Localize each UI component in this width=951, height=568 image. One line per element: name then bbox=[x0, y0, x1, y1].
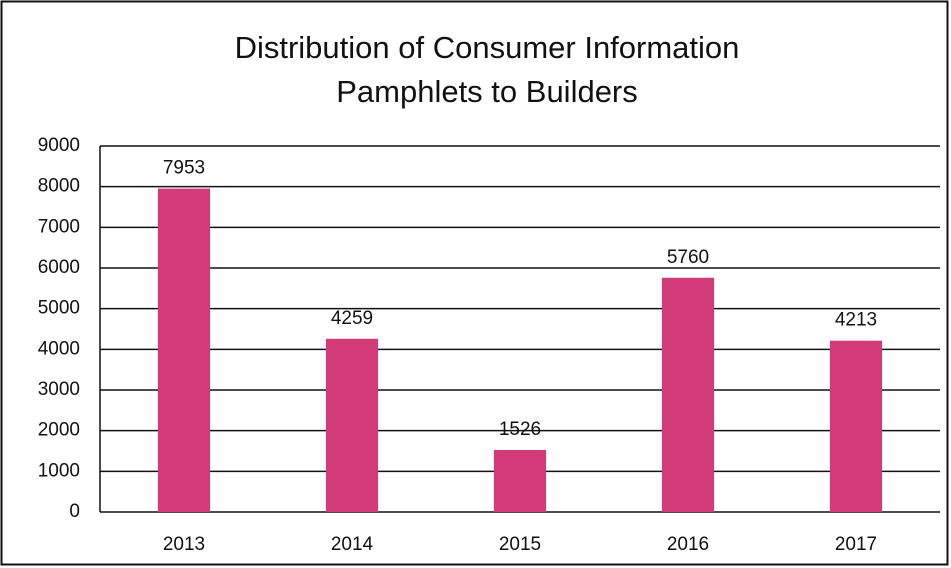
x-tick-label: 2014 bbox=[331, 534, 374, 555]
data-label: 1526 bbox=[499, 419, 541, 440]
bar bbox=[661, 277, 715, 512]
x-tick-label: 2016 bbox=[667, 534, 709, 555]
bar bbox=[325, 338, 379, 512]
x-tick-label: 2013 bbox=[163, 534, 205, 555]
y-tick-label: 9000 bbox=[38, 135, 80, 156]
bar bbox=[829, 340, 883, 512]
bar bbox=[157, 188, 211, 512]
y-tick-label: 1000 bbox=[38, 460, 80, 481]
y-tick-label: 6000 bbox=[38, 257, 80, 278]
y-tick-label: 8000 bbox=[38, 176, 80, 197]
chart-title: Distribution of Consumer Information Pam… bbox=[234, 30, 740, 109]
bar bbox=[493, 449, 547, 512]
y-tick-label: 2000 bbox=[38, 420, 80, 441]
y-tick-label: 7000 bbox=[38, 216, 80, 237]
data-label: 7953 bbox=[163, 158, 205, 179]
data-label: 5760 bbox=[667, 247, 709, 268]
x-tick-label: 2017 bbox=[835, 534, 877, 555]
y-tick-label: 0 bbox=[69, 501, 80, 522]
y-tick-label: 5000 bbox=[38, 298, 80, 319]
y-tick-label: 3000 bbox=[38, 379, 80, 400]
y-tick-label: 4000 bbox=[38, 338, 80, 359]
data-label: 4259 bbox=[331, 308, 373, 329]
data-label: 4213 bbox=[835, 310, 877, 331]
x-tick-label: 2015 bbox=[499, 534, 541, 555]
